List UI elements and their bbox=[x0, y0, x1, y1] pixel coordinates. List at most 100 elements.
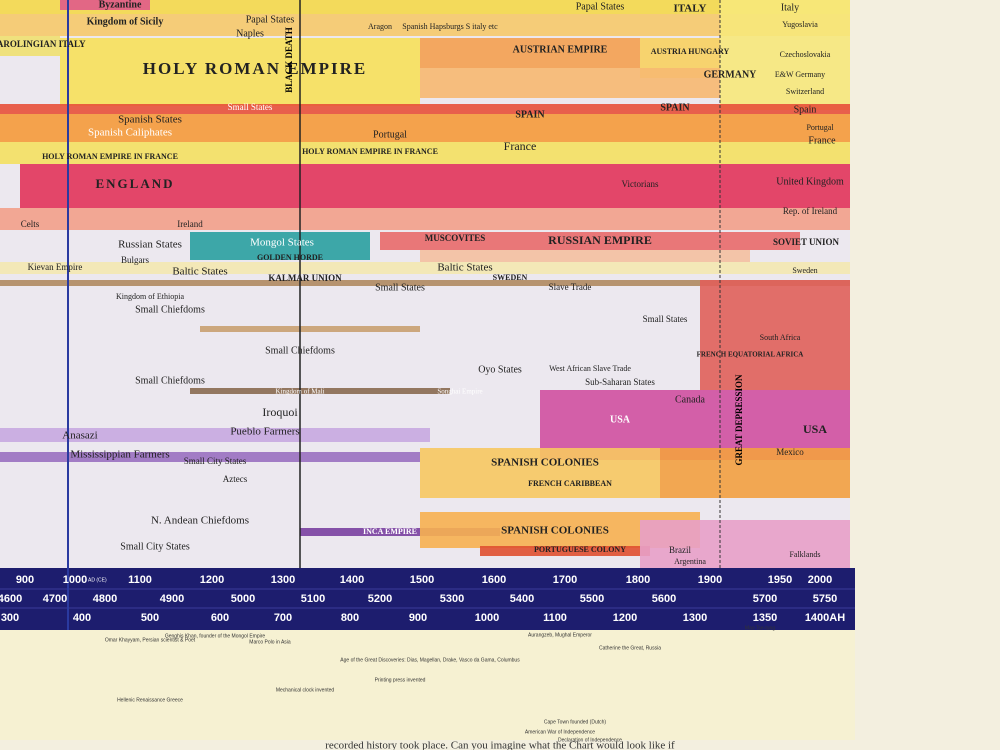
ah-year: 700 bbox=[274, 612, 292, 624]
region-label: FRENCH CARIBBEAN bbox=[528, 479, 612, 488]
event-note: Age of the Great Discoveries: Dias, Mage… bbox=[340, 657, 520, 663]
region-label: Spain bbox=[794, 104, 817, 115]
region-label: SPAIN bbox=[515, 109, 545, 120]
region-label: France bbox=[808, 135, 836, 146]
region-label: SWEDEN bbox=[493, 273, 528, 282]
region-label: Small City States bbox=[184, 456, 247, 466]
ad-year: 1900 bbox=[698, 574, 722, 586]
region-label: Oyo States bbox=[478, 364, 522, 375]
region-band bbox=[0, 114, 850, 142]
region-label: PORTUGUESE COLONY bbox=[534, 545, 626, 554]
region-label: Italy bbox=[781, 2, 799, 13]
region-label: Portugal bbox=[806, 123, 834, 132]
region-band bbox=[420, 448, 660, 498]
region-label: Spanish Caliphates bbox=[88, 127, 172, 139]
region-band bbox=[200, 326, 420, 332]
event-note: Cape Town founded (Dutch) bbox=[544, 719, 607, 725]
ad-year: 1700 bbox=[553, 574, 577, 586]
region-label: Mongol States bbox=[250, 237, 314, 249]
ad-year: 1600 bbox=[482, 574, 506, 586]
region-label: SPANISH COLONIES bbox=[491, 457, 599, 469]
ad-year: 1100 bbox=[128, 574, 152, 586]
region-label: United Kingdom bbox=[776, 176, 844, 187]
region-band bbox=[60, 38, 420, 106]
region-label: GOLDEN HORDE bbox=[257, 253, 323, 262]
region-band bbox=[0, 428, 430, 442]
region-label: Small Chiefdoms bbox=[135, 375, 205, 386]
region-band bbox=[0, 280, 850, 286]
region-band bbox=[0, 142, 850, 164]
region-label: Falklands bbox=[789, 550, 820, 559]
region-label: Small States bbox=[375, 282, 425, 293]
am-year: 5400 bbox=[510, 593, 534, 605]
region-label: Russian States bbox=[118, 239, 182, 251]
caption: recorded history took place. Can you ima… bbox=[325, 740, 675, 750]
event-note: Marco Polo in Asia bbox=[249, 639, 291, 645]
region-label: RUSSIAN EMPIRE bbox=[548, 233, 652, 247]
region-label: Czechoslovakia bbox=[780, 50, 831, 59]
region-label: Sweden bbox=[792, 266, 817, 275]
region-label: ENGLAND bbox=[95, 176, 174, 191]
region-band bbox=[0, 0, 850, 14]
region-label: Small City States bbox=[120, 541, 190, 552]
region-band bbox=[380, 232, 800, 250]
am-year: 5500 bbox=[580, 593, 604, 605]
am-year: 5750 bbox=[813, 593, 837, 605]
region-label: Baltic States bbox=[172, 266, 227, 278]
event-note: Printing press invented bbox=[375, 677, 426, 683]
am-year: 4700 bbox=[43, 593, 67, 605]
ah-year: 1400AH bbox=[805, 612, 845, 624]
region-band bbox=[300, 528, 500, 536]
region-band bbox=[480, 546, 650, 556]
region-label: HOLY ROMAN EMPIRE bbox=[143, 59, 367, 78]
ah-year: 1100 bbox=[543, 612, 567, 624]
region-label: Anasazi bbox=[62, 430, 97, 442]
ad-year: 1400 bbox=[340, 574, 364, 586]
region-label: Mississippian Farmers bbox=[70, 449, 169, 461]
region-label: Small Chiefdoms bbox=[135, 304, 205, 315]
region-label: USA bbox=[610, 414, 631, 425]
ah-year: 600 bbox=[211, 612, 229, 624]
region-label: GERMANY bbox=[704, 69, 758, 80]
region-label: E&W Germany bbox=[775, 70, 825, 79]
region-band bbox=[190, 388, 450, 394]
region-label: N. Andean Chiefdoms bbox=[151, 515, 249, 527]
am-year: 4600 bbox=[0, 593, 22, 605]
region-band bbox=[700, 280, 850, 390]
region-label: Aragon bbox=[368, 22, 392, 31]
region-label: Aztecs bbox=[223, 474, 248, 484]
event-note: American War of Independence bbox=[525, 729, 595, 735]
ah-year: 1200 bbox=[613, 612, 637, 624]
region-label: Kingdom of Mali bbox=[276, 388, 325, 396]
region-label: Baltic States bbox=[437, 262, 492, 274]
region-label: MUSCOVITES bbox=[425, 233, 486, 243]
ad-suffix: AD (CE) bbox=[88, 577, 107, 583]
region-label: Small Chiefdoms bbox=[265, 345, 335, 356]
event-note: Catherine the Great, Russia bbox=[599, 645, 661, 651]
event-note: Mechanical clock invented bbox=[276, 687, 335, 693]
event-note: Genghis Khan, founder of the Mongol Empi… bbox=[165, 633, 266, 639]
event-note: Omar Khayyam, Persian scientist & Poet bbox=[105, 637, 196, 643]
event-note: Aurangzeb, Mughal Emperor bbox=[528, 632, 592, 638]
ah-year: 400 bbox=[73, 612, 91, 624]
region-label: South Africa bbox=[760, 333, 801, 342]
region-label: HOLY ROMAN EMPIRE IN FRANCE bbox=[302, 147, 438, 156]
region-label: Sub-Saharan States bbox=[585, 377, 655, 387]
region-label: Papal States bbox=[246, 14, 295, 25]
region-label: FRENCH EQUATORIAL AFRICA bbox=[697, 351, 804, 359]
ah-year: 1300 bbox=[683, 612, 707, 624]
event-note: Declaration of Independence bbox=[558, 737, 622, 743]
am-year: 4900 bbox=[160, 593, 184, 605]
region-label: AUSTRIAN EMPIRE bbox=[513, 44, 608, 55]
region-label: Kievan Empire bbox=[28, 262, 83, 272]
ah-year: 1350 bbox=[753, 612, 777, 624]
am-year: 4800 bbox=[93, 593, 117, 605]
region-band bbox=[0, 36, 60, 56]
region-band bbox=[0, 14, 850, 36]
region-band bbox=[190, 232, 370, 260]
ad-year: 1200 bbox=[200, 574, 224, 586]
region-label: Papal States bbox=[576, 1, 625, 12]
region-label: Victorians bbox=[622, 179, 659, 189]
region-band bbox=[0, 452, 420, 462]
am-year: 5000 bbox=[231, 593, 255, 605]
